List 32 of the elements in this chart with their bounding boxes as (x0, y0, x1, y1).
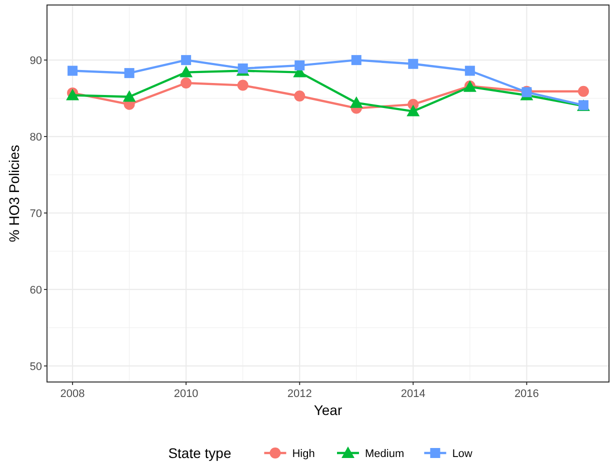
x-tick-label: 2008 (60, 388, 85, 400)
y-tick-label: 50 (30, 360, 42, 373)
point (122, 90, 136, 102)
y-axis-title: % HO3 Policies (6, 144, 22, 242)
y-tick-label: 90 (30, 55, 42, 68)
legend-label: Medium (365, 448, 404, 460)
legend-label: High (292, 448, 315, 460)
point (68, 66, 78, 76)
legend-title: State type (168, 445, 232, 461)
point (408, 58, 418, 69)
x-tick-label: 2010 (174, 388, 198, 400)
point (578, 86, 589, 97)
x-axis-title: Year (314, 402, 342, 418)
point (181, 55, 192, 66)
point (351, 55, 362, 66)
point (294, 90, 306, 102)
x-tick-label: 2016 (514, 388, 539, 400)
x-tick-label: 2014 (400, 388, 426, 400)
point (180, 78, 192, 88)
point (238, 63, 248, 74)
y-tick-label: 70 (30, 208, 42, 220)
point (464, 66, 475, 76)
point (180, 66, 193, 78)
legend-label: Low (452, 448, 472, 460)
y-tick-label: 80 (30, 132, 42, 144)
point (406, 104, 420, 116)
point (350, 96, 363, 108)
point (124, 68, 134, 78)
point (237, 80, 248, 91)
point (294, 60, 305, 70)
y-tick-label: 60 (30, 284, 42, 296)
x-tick-label: 2012 (287, 388, 312, 400)
